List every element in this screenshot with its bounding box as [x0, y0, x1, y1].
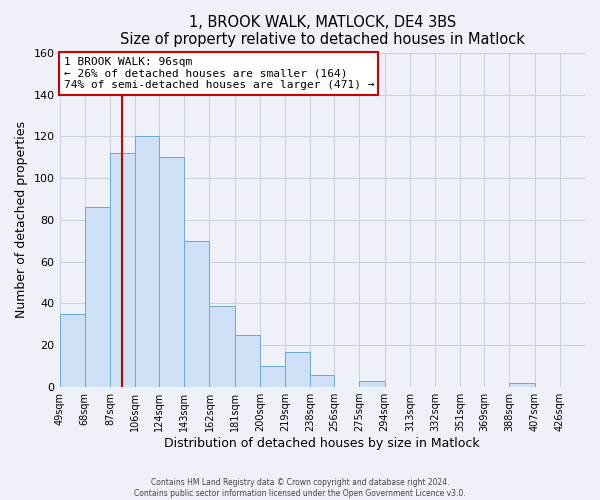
- Title: 1, BROOK WALK, MATLOCK, DE4 3BS
Size of property relative to detached houses in : 1, BROOK WALK, MATLOCK, DE4 3BS Size of …: [120, 15, 525, 48]
- X-axis label: Distribution of detached houses by size in Matlock: Distribution of detached houses by size …: [164, 437, 480, 450]
- Bar: [260, 366, 285, 387]
- Bar: [509, 383, 535, 387]
- Bar: [235, 335, 260, 387]
- Bar: [285, 352, 310, 387]
- Bar: [110, 153, 135, 387]
- Text: 1 BROOK WALK: 96sqm
← 26% of detached houses are smaller (164)
74% of semi-detac: 1 BROOK WALK: 96sqm ← 26% of detached ho…: [64, 57, 374, 90]
- Bar: [359, 381, 385, 387]
- Y-axis label: Number of detached properties: Number of detached properties: [15, 122, 28, 318]
- Bar: [159, 157, 184, 387]
- Bar: [184, 241, 209, 387]
- Bar: [59, 314, 85, 387]
- Bar: [135, 136, 159, 387]
- Text: Contains HM Land Registry data © Crown copyright and database right 2024.
Contai: Contains HM Land Registry data © Crown c…: [134, 478, 466, 498]
- Bar: [209, 306, 235, 387]
- Bar: [310, 374, 334, 387]
- Bar: [85, 208, 110, 387]
